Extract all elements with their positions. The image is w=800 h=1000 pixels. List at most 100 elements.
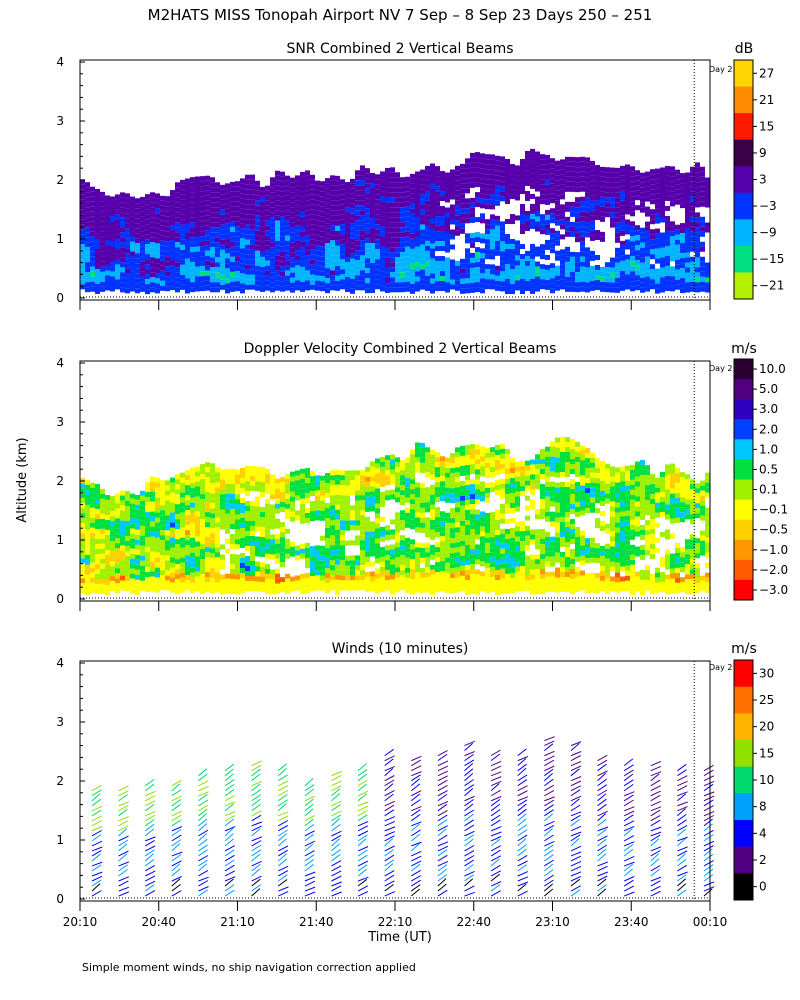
heat-cell [700, 231, 705, 237]
heat-cell [245, 189, 250, 195]
heat-cell [465, 178, 470, 184]
heat-cell [380, 551, 385, 557]
heat-cell [205, 537, 210, 543]
heat-cell [375, 249, 380, 255]
heat-cell [275, 478, 280, 484]
heat-cell [245, 515, 250, 521]
heat-cell [555, 195, 560, 201]
heat-cell [205, 507, 210, 513]
heat-cell [575, 167, 580, 173]
heat-cell [510, 518, 515, 524]
heat-cell [85, 207, 90, 213]
heat-cell [620, 190, 625, 196]
heat-cell [90, 286, 95, 292]
heat-cell [425, 562, 430, 568]
heat-cell [295, 220, 300, 226]
heat-cell [430, 268, 435, 274]
heat-cell [85, 574, 90, 580]
heat-cell [440, 211, 445, 217]
heat-cell [535, 161, 540, 167]
heat-cell [185, 550, 190, 556]
heat-cell [260, 467, 265, 473]
heat-cell [435, 276, 440, 282]
heat-cell [95, 504, 100, 510]
heat-cell [145, 537, 150, 543]
heat-cell [305, 185, 310, 191]
heat-cell [515, 521, 520, 527]
heat-cell [250, 274, 255, 280]
heat-cell [505, 219, 510, 225]
heat-cell [230, 513, 235, 519]
heat-cell [230, 226, 235, 232]
heat-cell [405, 582, 410, 588]
heat-cell [270, 504, 275, 510]
heat-cell [100, 573, 105, 579]
heat-cell [550, 163, 555, 169]
heat-cell [355, 170, 360, 176]
heat-cell [420, 269, 425, 275]
heat-cell [315, 545, 320, 551]
heat-cell [385, 277, 390, 283]
heat-cell [370, 253, 375, 259]
heat-cell [290, 187, 295, 193]
heat-cell [175, 539, 180, 545]
heat-cell [535, 246, 540, 252]
heat-cell [455, 165, 460, 171]
heat-cell [485, 447, 490, 453]
heat-cell [305, 280, 310, 286]
heat-cell [355, 570, 360, 576]
heat-cell [215, 207, 220, 213]
heat-cell [575, 262, 580, 268]
heat-cell [410, 198, 415, 204]
heat-cell [480, 158, 485, 164]
heat-cell [170, 502, 175, 508]
heat-cell [395, 467, 400, 473]
heat-cell [85, 262, 90, 268]
heat-cell [400, 515, 405, 521]
heat-cell [230, 281, 235, 287]
heat-cell [380, 271, 385, 277]
heat-cell [355, 275, 360, 281]
heat-cell [540, 469, 545, 475]
heat-cell [520, 189, 525, 195]
heat-cell [370, 213, 375, 219]
heat-cell [265, 533, 270, 539]
heat-cell [230, 236, 235, 242]
heat-cell [665, 280, 670, 286]
heat-cell [440, 466, 445, 472]
heat-cell [555, 210, 560, 216]
heat-cell [480, 561, 485, 567]
heat-cell [195, 471, 200, 477]
heat-cell [530, 193, 535, 199]
heat-cell [215, 522, 220, 528]
heat-cell [145, 482, 150, 488]
heat-cell [165, 211, 170, 217]
heat-cell [370, 491, 375, 497]
heat-cell [400, 187, 405, 193]
heat-cell [500, 533, 505, 539]
heat-cell [565, 166, 570, 172]
heat-cell [390, 227, 395, 233]
heat-cell [685, 252, 690, 258]
heat-cell [660, 182, 665, 188]
heat-cell [695, 177, 700, 183]
heat-cell [535, 559, 540, 565]
heat-cell [200, 226, 205, 232]
heat-cell [235, 271, 240, 277]
heat-cell [380, 491, 385, 497]
heat-cell [145, 264, 150, 270]
heat-cell [405, 472, 410, 478]
heat-cell [190, 467, 195, 473]
heat-cell [640, 197, 645, 203]
heat-cell [285, 180, 290, 186]
heat-cell [500, 161, 505, 167]
heat-cell [235, 261, 240, 267]
heat-cell [425, 527, 430, 533]
heat-cell [680, 173, 685, 179]
heat-cell [150, 237, 155, 243]
heat-cell [360, 510, 365, 516]
heat-cell [290, 227, 295, 233]
heat-cell [200, 196, 205, 202]
heat-cell [130, 578, 135, 584]
heat-cell [600, 276, 605, 282]
